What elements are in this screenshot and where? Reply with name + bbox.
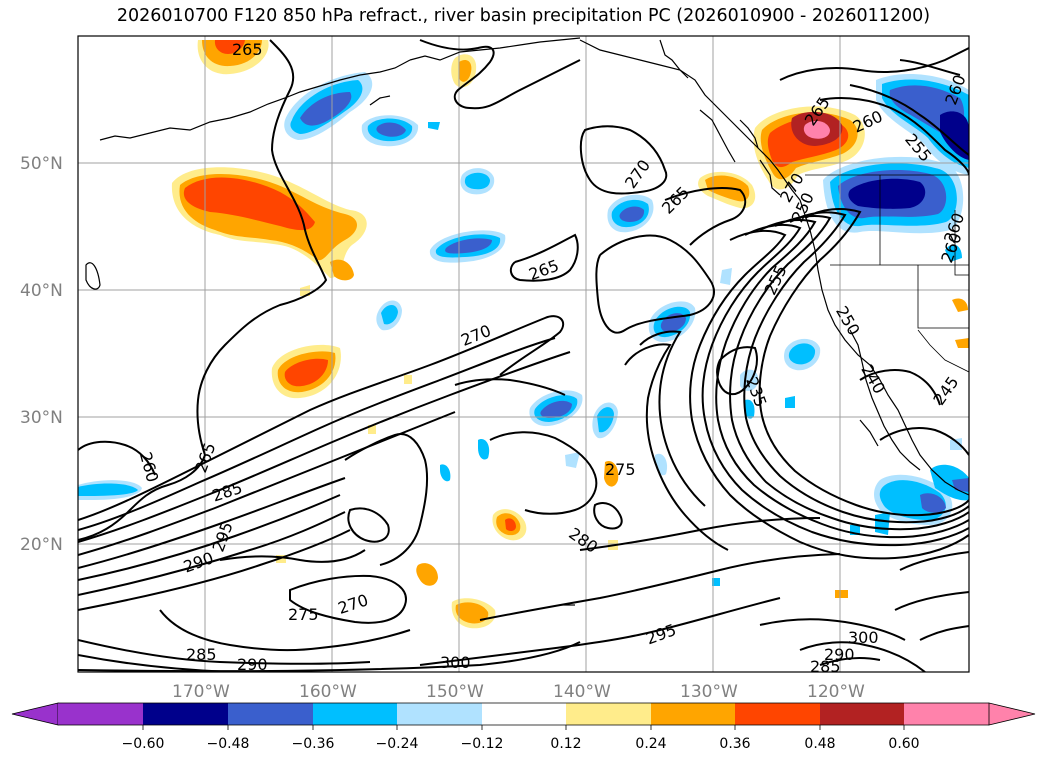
contour-label: 275 bbox=[605, 460, 636, 479]
lon-label-130w: 130°W bbox=[680, 682, 738, 702]
lon-label-120w: 120°W bbox=[807, 682, 865, 702]
lon-label-160w: 160°W bbox=[299, 682, 357, 702]
contour-label: 290 bbox=[824, 645, 855, 664]
contour-label: 290 bbox=[237, 655, 268, 674]
longitude-labels: 170°W 160°W 150°W 140°W 130°W 120°W bbox=[172, 682, 865, 702]
lat-label-40n: 40°N bbox=[20, 281, 63, 301]
colorbar-tick: 0.36 bbox=[719, 736, 750, 752]
colorbar-extend-high bbox=[988, 702, 1036, 726]
map-frame bbox=[77, 35, 970, 673]
lat-label-50n: 50°N bbox=[20, 154, 63, 174]
colorbar-swatch bbox=[397, 703, 482, 725]
colorbar-tick: −0.48 bbox=[207, 736, 250, 752]
colorbar-swatch bbox=[228, 703, 313, 725]
colorbar: −0.60 −0.48 −0.36 −0.24 −0.12 0.12 0.24 … bbox=[11, 702, 1036, 752]
refractivity-contours bbox=[78, 39, 969, 672]
contour-label: 285 bbox=[810, 657, 841, 676]
lon-label-150w: 150°W bbox=[426, 682, 484, 702]
colorbar-swatch bbox=[566, 703, 651, 725]
contour-label: 285 bbox=[186, 645, 217, 664]
colorbar-tick: 0.24 bbox=[635, 736, 666, 752]
colorbar-swatch bbox=[820, 703, 904, 725]
lon-label-140w: 140°W bbox=[553, 682, 611, 702]
borders bbox=[805, 174, 969, 373]
lon-label-170w: 170°W bbox=[172, 682, 230, 702]
contour-label: 275 bbox=[288, 605, 319, 624]
colorbar-tick: −0.24 bbox=[376, 736, 419, 752]
colorbar-tick: 0.12 bbox=[550, 736, 581, 752]
lat-label-30n: 30°N bbox=[20, 408, 63, 428]
latitude-labels: 50°N 40°N 30°N 20°N bbox=[20, 154, 63, 555]
colorbar-swatch bbox=[735, 703, 820, 725]
colorbar-tick: −0.12 bbox=[461, 736, 504, 752]
colorbar-tick: −0.36 bbox=[292, 736, 335, 752]
map-title: 2026010700 F120 850 hPa refract., river … bbox=[116, 6, 931, 26]
lat-label-20n: 20°N bbox=[20, 535, 63, 555]
colorbar-swatch bbox=[58, 703, 143, 725]
coastlines bbox=[85, 37, 969, 606]
colorbar-swatch bbox=[313, 703, 397, 725]
precip-shading bbox=[78, 40, 969, 629]
graticule bbox=[78, 36, 969, 672]
contour-label: 300 bbox=[848, 628, 879, 647]
colorbar-tick: 0.60 bbox=[888, 736, 919, 752]
contour-label: 265 bbox=[232, 40, 263, 59]
colorbar-tick: 0.48 bbox=[804, 736, 835, 752]
colorbar-swatch bbox=[143, 703, 228, 725]
colorbar-extend-low bbox=[11, 702, 59, 726]
colorbar-swatch bbox=[904, 703, 989, 725]
colorbar-swatch bbox=[651, 703, 735, 725]
colorbar-swatch bbox=[482, 703, 566, 725]
contour-label: 300 bbox=[440, 653, 471, 672]
colorbar-tick: −0.60 bbox=[122, 736, 165, 752]
map-plot-area: 265 265 270 265 270 265 260 255 260 260 … bbox=[78, 36, 969, 676]
